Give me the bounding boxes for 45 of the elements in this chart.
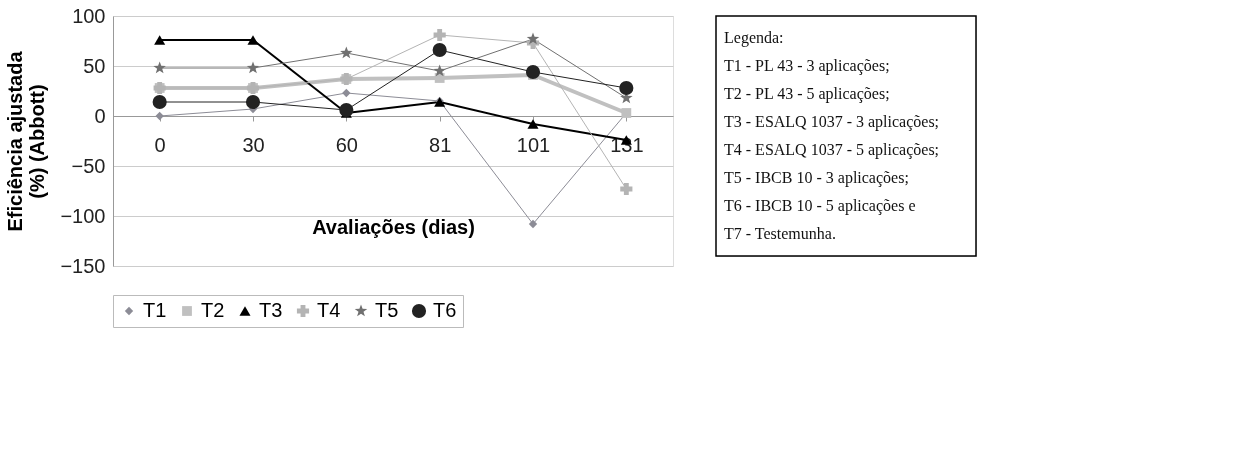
legend-label: T4 bbox=[317, 299, 341, 321]
point bbox=[432, 42, 447, 58]
x-tick-label: 30 bbox=[242, 133, 265, 156]
point bbox=[340, 46, 353, 59]
point bbox=[620, 182, 633, 196]
point bbox=[152, 94, 167, 110]
point bbox=[433, 64, 446, 77]
legend-label: T2 bbox=[201, 299, 225, 321]
legend-label: T5 bbox=[375, 299, 399, 321]
point bbox=[153, 61, 166, 74]
x-tick-label: 81 bbox=[429, 133, 452, 156]
legend-label: T1 bbox=[143, 299, 167, 321]
text: T6 - IBCB 10 - 5 aplicações e bbox=[724, 196, 916, 215]
point bbox=[246, 61, 260, 74]
y-tick-label: 100 bbox=[72, 4, 106, 27]
legend-label: T6 bbox=[433, 299, 457, 321]
x-axis-title: Avaliações (dias) bbox=[312, 215, 475, 238]
x-tick-label: 101 bbox=[516, 133, 551, 156]
point bbox=[527, 119, 539, 129]
point bbox=[526, 32, 540, 45]
text: T3 - ESALQ 1037 - 3 aplicações; bbox=[724, 113, 940, 132]
text: T1 - PL 43 - 3 aplicações; bbox=[724, 57, 890, 76]
y-tick-label: 0 bbox=[94, 104, 106, 127]
point bbox=[342, 88, 351, 98]
x-tick-label: 60 bbox=[335, 133, 358, 156]
point bbox=[245, 94, 261, 110]
point bbox=[155, 111, 164, 121]
point bbox=[433, 28, 446, 42]
text: Legenda: bbox=[724, 29, 784, 48]
y-tick-label: 50 bbox=[83, 54, 106, 77]
text: T7 - Testemunha. bbox=[724, 224, 836, 242]
y-axis-title: Eficiência ajustada (%) (Abbott) bbox=[4, 50, 49, 232]
x-tick-label: 0 bbox=[154, 133, 166, 156]
text: T5 - IBCB 10 - 3 aplicações; bbox=[724, 168, 909, 187]
point bbox=[528, 219, 538, 229]
point bbox=[154, 35, 166, 45]
point bbox=[339, 102, 354, 118]
legend-label: T3 bbox=[259, 299, 283, 321]
point bbox=[247, 35, 259, 45]
y-tick-label: −100 bbox=[60, 204, 106, 227]
y-tick-label: −50 bbox=[71, 154, 106, 177]
text: T2 - PL 43 - 5 aplicações; bbox=[724, 85, 890, 104]
point bbox=[619, 80, 634, 96]
y-tick-label: −150 bbox=[60, 254, 106, 277]
text: T4 - ESALQ 1037 - 5 aplicações; bbox=[724, 140, 940, 159]
